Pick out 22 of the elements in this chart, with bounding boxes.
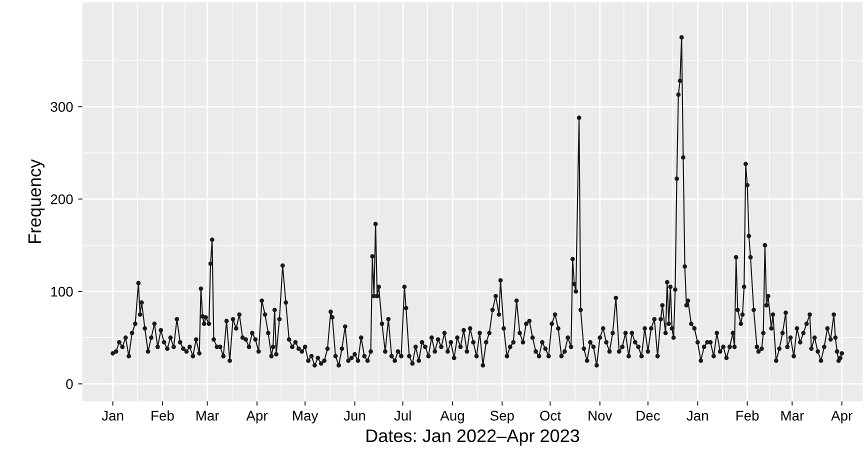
x-tick-label: Oct (540, 410, 561, 421)
x-tick-label: Sep (490, 410, 514, 424)
y-tick-label: 300 (50, 102, 73, 112)
x-tick-label: Aug (440, 410, 464, 424)
x-tick-label: Jun (344, 410, 366, 421)
x-tick-label: Feb (152, 410, 174, 421)
x-tick-label: Jul (394, 410, 411, 421)
x-tick-label: May (293, 410, 318, 424)
x-tick-label: Dec (636, 410, 660, 421)
x-tick-label: Apr (246, 410, 268, 424)
x-tick-label: Jan (102, 410, 124, 421)
y-tick-label: 0 (66, 379, 73, 390)
y-tick-label: 100 (51, 286, 73, 297)
x-tick-label: Jan (686, 410, 708, 421)
y-axis-title: Frequency (28, 159, 45, 243)
x-axis-title: Dates: Jan 2022–Apr 2023 (366, 429, 580, 446)
x-tick-label: Nov (588, 410, 612, 421)
x-tick-label: Feb (736, 410, 759, 421)
x-tick-label: Mar (196, 410, 220, 421)
y-tick-label: 200 (50, 194, 73, 204)
x-tick-label: Apr (831, 410, 852, 424)
x-tick-label: Mar (781, 410, 804, 421)
